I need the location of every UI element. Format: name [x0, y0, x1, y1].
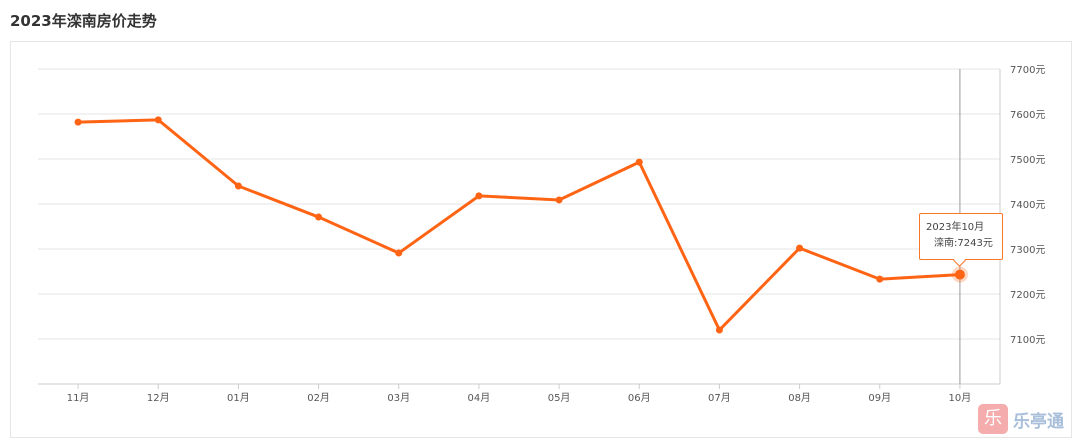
y-tick-label: 7400元	[1010, 200, 1045, 211]
logo-badge-icon: 乐	[978, 404, 1008, 434]
y-tick-label: 7100元	[1010, 335, 1045, 346]
logo-text: 乐亭通	[1013, 411, 1064, 432]
data-point	[715, 326, 723, 334]
x-tick-label: 07月	[708, 392, 731, 404]
data-point	[315, 213, 323, 221]
data-point	[555, 196, 563, 204]
data-point	[234, 182, 242, 190]
y-tick-label: 7600元	[1010, 110, 1045, 121]
x-tick-label: 05月	[548, 392, 571, 404]
x-tick-label: 09月	[868, 392, 891, 404]
y-tick-label: 7200元	[1010, 290, 1045, 301]
chart-title: 2023年滦南房价走势	[10, 12, 157, 30]
data-point	[876, 275, 884, 283]
y-tick-label: 7500元	[1010, 155, 1045, 166]
x-tick-label: 02月	[307, 392, 330, 404]
x-tick-label: 10月	[949, 392, 972, 404]
x-tick-label: 08月	[788, 392, 811, 404]
x-tick-label: 12月	[147, 392, 170, 404]
data-point	[154, 116, 162, 124]
data-point	[475, 192, 483, 200]
x-tick-label: 04月	[468, 392, 491, 404]
tooltip-value: 滦南:7243元	[934, 238, 993, 249]
x-tick-label: 03月	[387, 392, 410, 404]
data-point	[796, 244, 804, 252]
data-point	[395, 249, 403, 257]
tooltip-title: 2023年10月	[926, 222, 985, 233]
data-point	[954, 269, 965, 280]
tooltip: 2023年10月 滦南:7243元	[919, 213, 1003, 260]
watermark-logo: 乐 乐亭通	[978, 404, 1064, 434]
chart-panel	[10, 41, 1072, 438]
data-point	[74, 118, 82, 126]
data-point	[635, 158, 643, 166]
x-tick-label: 11月	[67, 392, 90, 404]
y-tick-label: 7300元	[1010, 245, 1045, 256]
y-tick-label: 7700元	[1010, 65, 1045, 76]
series-line	[78, 118, 961, 333]
x-tick-label: 01月	[227, 392, 250, 404]
x-tick-label: 06月	[628, 392, 651, 404]
